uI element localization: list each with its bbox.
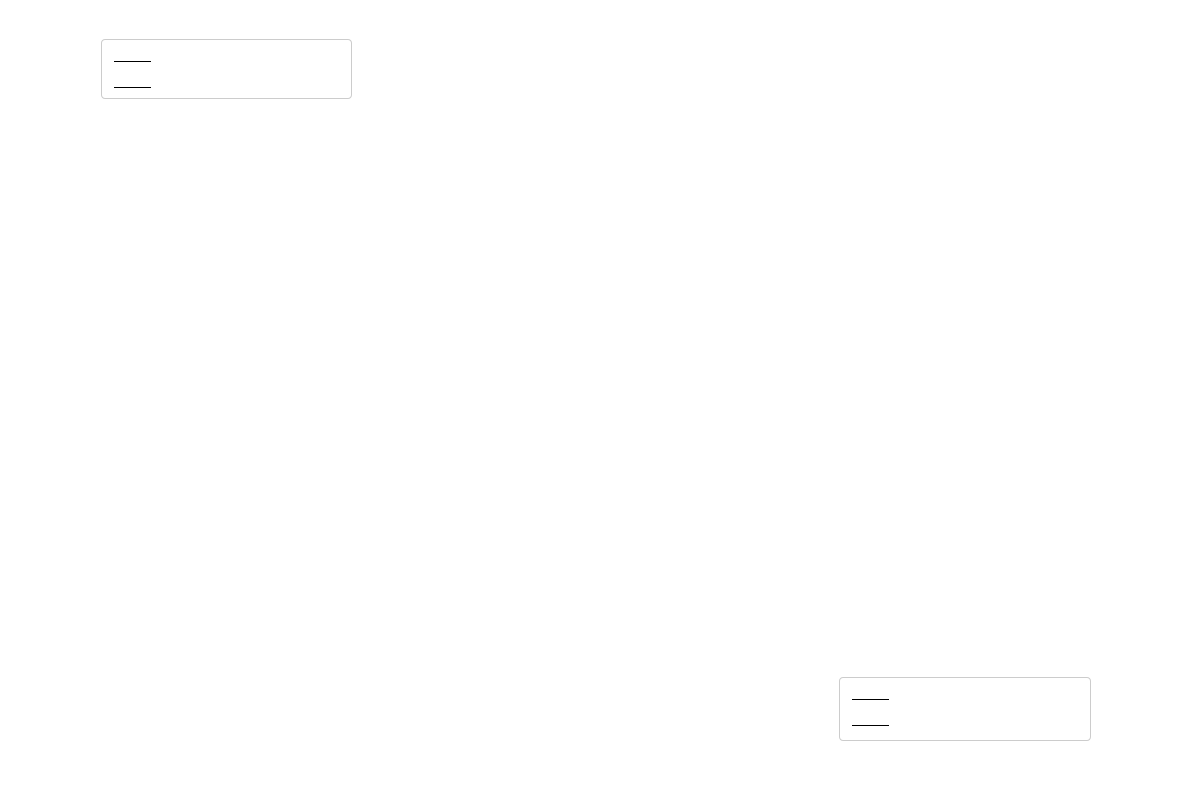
legend-top-left — [101, 39, 352, 99]
signal-line-swatch — [852, 724, 889, 726]
strategy-line-swatch — [114, 60, 151, 62]
legend-bottom-right — [839, 677, 1091, 741]
benchmark-line-swatch — [114, 86, 151, 88]
legend-entry-position — [852, 686, 1078, 712]
legend-entry-signal — [852, 712, 1078, 738]
legend-entry-strategy — [114, 48, 339, 74]
position-line-swatch — [852, 698, 889, 700]
legend-entry-benchmark — [114, 74, 339, 100]
